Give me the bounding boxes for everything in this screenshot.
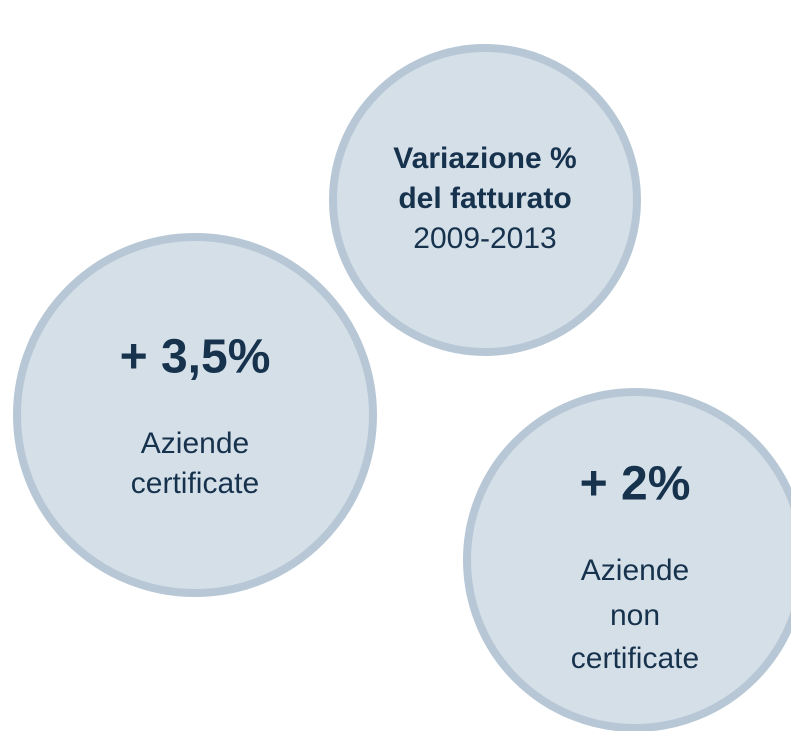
label-line: non — [610, 599, 660, 632]
label-line: Aziende — [581, 554, 689, 587]
circle-title — [329, 44, 641, 356]
title-line: del fatturato — [398, 182, 571, 215]
circle-certified — [13, 233, 377, 597]
label-line: certificate — [571, 642, 699, 675]
label-line: certificate — [131, 467, 259, 500]
circle-non-certified — [463, 388, 791, 731]
period: 2009-2013 — [413, 222, 556, 255]
title-line: Variazione % — [393, 142, 576, 175]
value: + 3,5% — [120, 331, 271, 384]
label-line: Aziende — [141, 427, 249, 460]
value: + 2% — [580, 458, 691, 511]
